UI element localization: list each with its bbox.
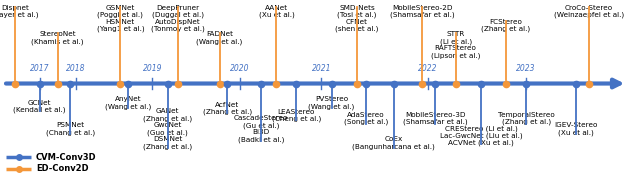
Text: TemporalStereo
(Zhang et al.): TemporalStereo (Zhang et al.) <box>498 112 554 125</box>
Text: 2022: 2022 <box>418 64 437 73</box>
Text: 2021: 2021 <box>312 64 331 73</box>
Text: SMD-Nets
(Tosi et al.)
CFNet
(shen et al.): SMD-Nets (Tosi et al.) CFNet (shen et al… <box>335 5 379 33</box>
Text: MobileStereo-2D
(Shamsafar et al.): MobileStereo-2D (Shamsafar et al.) <box>390 5 454 18</box>
Text: PVStereo
(Wang et al.): PVStereo (Wang et al.) <box>308 96 355 110</box>
Text: GSMNet
(Poggi et al.)
HSMNet
(Yang1 et al.): GSMNet (Poggi et al.) HSMNet (Yang1 et a… <box>97 5 144 33</box>
Text: AcfNet
(Zhang et al.): AcfNet (Zhang et al.) <box>203 102 252 115</box>
Text: STTR
(Li et al.)
RAFTStereo
(Lipson et al.): STTR (Li et al.) RAFTStereo (Lipson et a… <box>431 31 481 59</box>
Text: AANet
(Xu et al.): AANet (Xu et al.) <box>259 5 294 18</box>
Text: GCNet
(Kendall et al.): GCNet (Kendall et al.) <box>13 100 66 113</box>
Text: FADNet
(Wang et al.): FADNet (Wang et al.) <box>196 31 243 45</box>
Text: 2017: 2017 <box>30 64 49 73</box>
Text: MobileStereo-3D
(Shamsafar et al.): MobileStereo-3D (Shamsafar et al.) <box>403 112 467 125</box>
Text: CoEx
(Bangunharcana et al.): CoEx (Bangunharcana et al.) <box>352 136 435 150</box>
Text: AnyNet
(Wang et al.): AnyNet (Wang et al.) <box>105 96 151 110</box>
Text: Dispnet
(Mayer et al.): Dispnet (Mayer et al.) <box>0 5 39 18</box>
Text: PSMNet
(Chang et al.): PSMNet (Chang et al.) <box>46 122 95 136</box>
Text: FCStereo
(Zhang et al.): FCStereo (Zhang et al.) <box>481 19 530 32</box>
Text: 2018: 2018 <box>66 64 85 73</box>
Text: IGEV-Stereo
(Xu et al.): IGEV-Stereo (Xu et al.) <box>554 122 598 136</box>
Text: GANet
(Zhang et al.)
GwcNet
(Guo et al.)
DSMNet
(Zhang et al.): GANet (Zhang et al.) GwcNet (Guo et al.)… <box>143 108 192 150</box>
Text: LEAStereo
(Cheng et al.): LEAStereo (Cheng et al.) <box>272 109 321 122</box>
Text: CVM-Conv3D: CVM-Conv3D <box>36 153 97 162</box>
Text: AdaStereo
(Song et al.): AdaStereo (Song et al.) <box>344 112 388 125</box>
Text: 2019: 2019 <box>143 64 162 73</box>
Text: ED-Conv2D: ED-Conv2D <box>36 164 88 173</box>
Text: 2023: 2023 <box>516 64 536 73</box>
Text: StereoNet
(Khamis et al.): StereoNet (Khamis et al.) <box>31 31 84 45</box>
Text: CroCo-Stereo
(Weinzaepfel et al.): CroCo-Stereo (Weinzaepfel et al.) <box>554 5 624 18</box>
Text: 2020: 2020 <box>230 64 250 73</box>
Text: CREStereo (Li et al.)
Lac-GwcNet (Liu et al.)
ACVNet (Xu et al.): CREStereo (Li et al.) Lac-GwcNet (Liu et… <box>440 125 523 146</box>
Text: CascadeStereo
(Gu et al.)
Bi3D
(Badki et al.): CascadeStereo (Gu et al.) Bi3D (Badki et… <box>234 115 288 143</box>
Text: DeepPruner
(Duggal et al.)
AutoDispNet
(Tonmoy et al.): DeepPruner (Duggal et al.) AutoDispNet (… <box>151 5 205 33</box>
